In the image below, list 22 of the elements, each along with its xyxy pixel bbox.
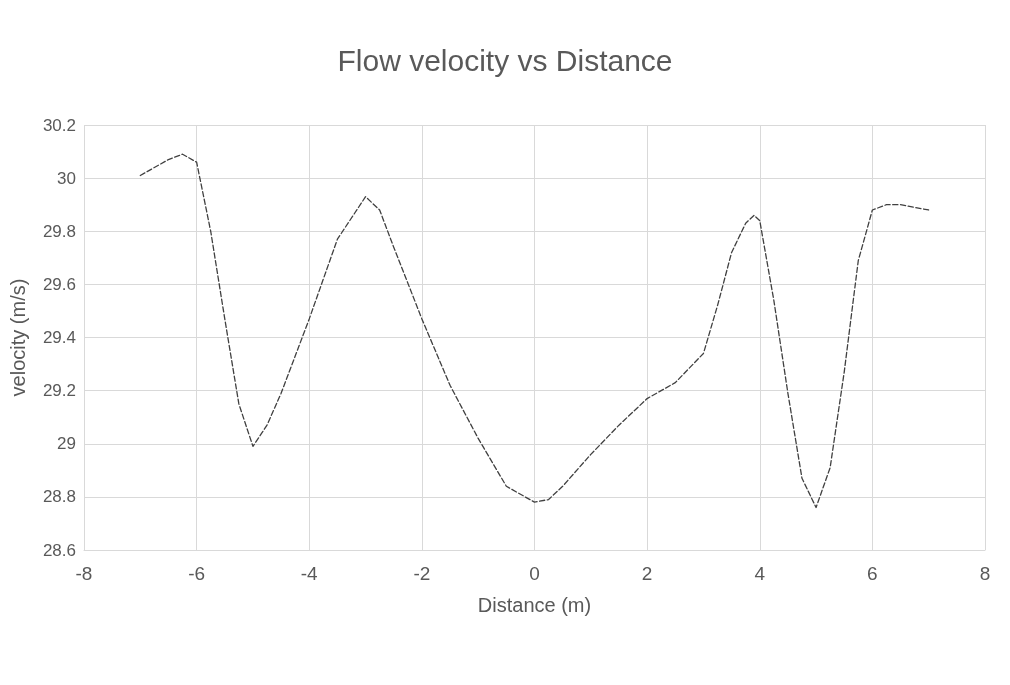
y-tick-label: 29.8	[42, 221, 76, 241]
chart-title: Flow velocity vs Distance	[337, 43, 673, 77]
y-tick-label: 30	[57, 168, 76, 188]
y-tick-label: 30.2	[42, 115, 76, 135]
y-tick-label: 29.6	[42, 274, 76, 294]
y-tick-label: 29	[57, 434, 76, 454]
x-tick-label: 8	[979, 563, 991, 584]
x-tick-label: -4	[300, 563, 319, 584]
x-axis-title: Distance (m)	[477, 594, 592, 616]
y-tick-label: 28.6	[42, 540, 76, 560]
x-tick-label: 2	[641, 563, 653, 584]
x-tick-label: -6	[188, 563, 206, 584]
x-tick-label: 0	[529, 563, 540, 584]
x-tick-label: 6	[867, 563, 878, 584]
line-series	[139, 153, 930, 509]
x-tick-label: -8	[75, 563, 93, 584]
y-tick-label: 28.8	[42, 487, 76, 507]
y-axis-title: velocity (m/s)	[7, 278, 29, 397]
y-tick-label: 29.4	[42, 328, 76, 347]
x-tick-label: -2	[413, 563, 431, 584]
x-tick-label: 4	[754, 563, 766, 584]
y-tick-label: 29.2	[42, 381, 76, 401]
